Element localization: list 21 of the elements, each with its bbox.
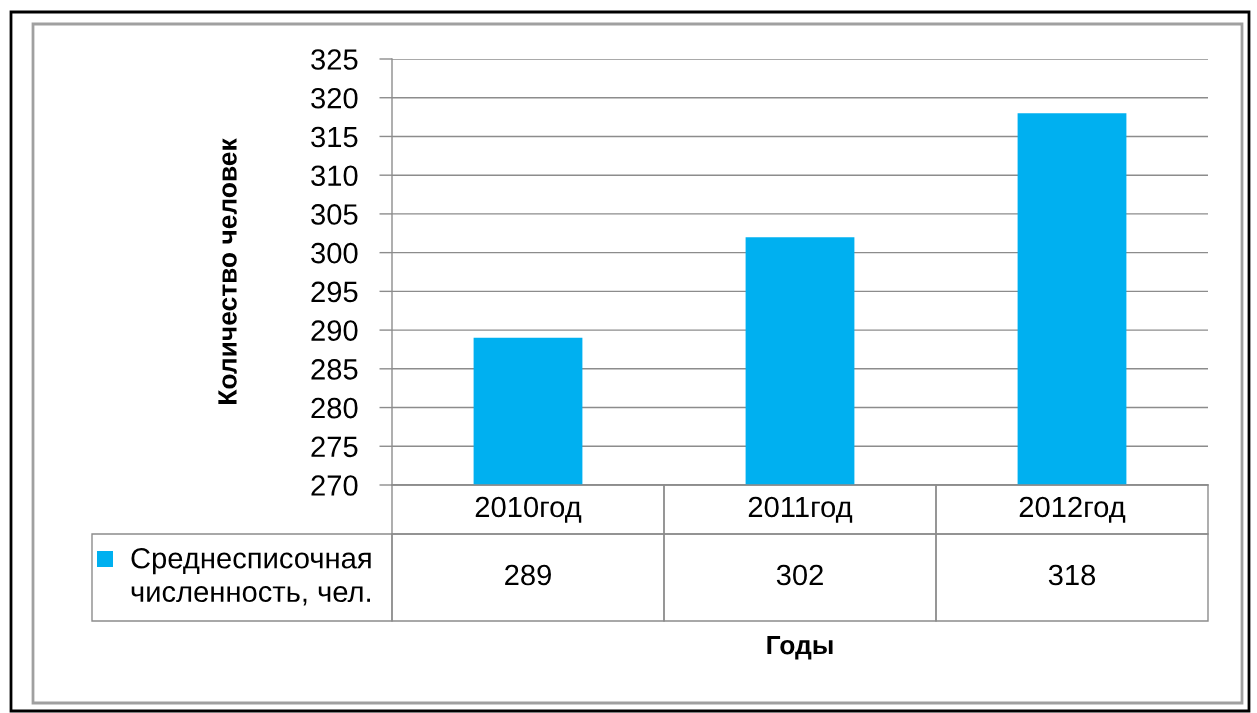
x-tick-label: 2012год — [1019, 496, 1126, 523]
y-tick-label: 290 — [311, 320, 358, 341]
x-tick-label: 2010год — [475, 496, 582, 523]
y-tick-label: 320 — [311, 87, 358, 109]
y-tick-label: 310 — [311, 165, 358, 187]
y-tick-label: 280 — [311, 397, 358, 419]
data-label: 318 — [1048, 564, 1096, 586]
y-tick-label: 295 — [311, 281, 358, 303]
legend-label: Среднесписочная численность, чел. — [131, 547, 371, 606]
x-axis-title: Годы — [767, 635, 833, 660]
y-tick-label: 325 — [311, 49, 358, 70]
y-tick-label: 285 — [311, 359, 358, 380]
y-tick-label: 315 — [311, 126, 358, 148]
data-label: 289 — [505, 564, 551, 586]
y-tick-label: 275 — [311, 436, 358, 458]
y-tick-label: 300 — [311, 242, 358, 264]
x-tick-label: 2011год — [748, 496, 853, 523]
y-tick-label: 270 — [311, 475, 358, 496]
y-tick-label: 305 — [311, 204, 358, 225]
y-axis-title: Количество человек — [218, 138, 237, 404]
data-label: 302 — [776, 564, 823, 586]
